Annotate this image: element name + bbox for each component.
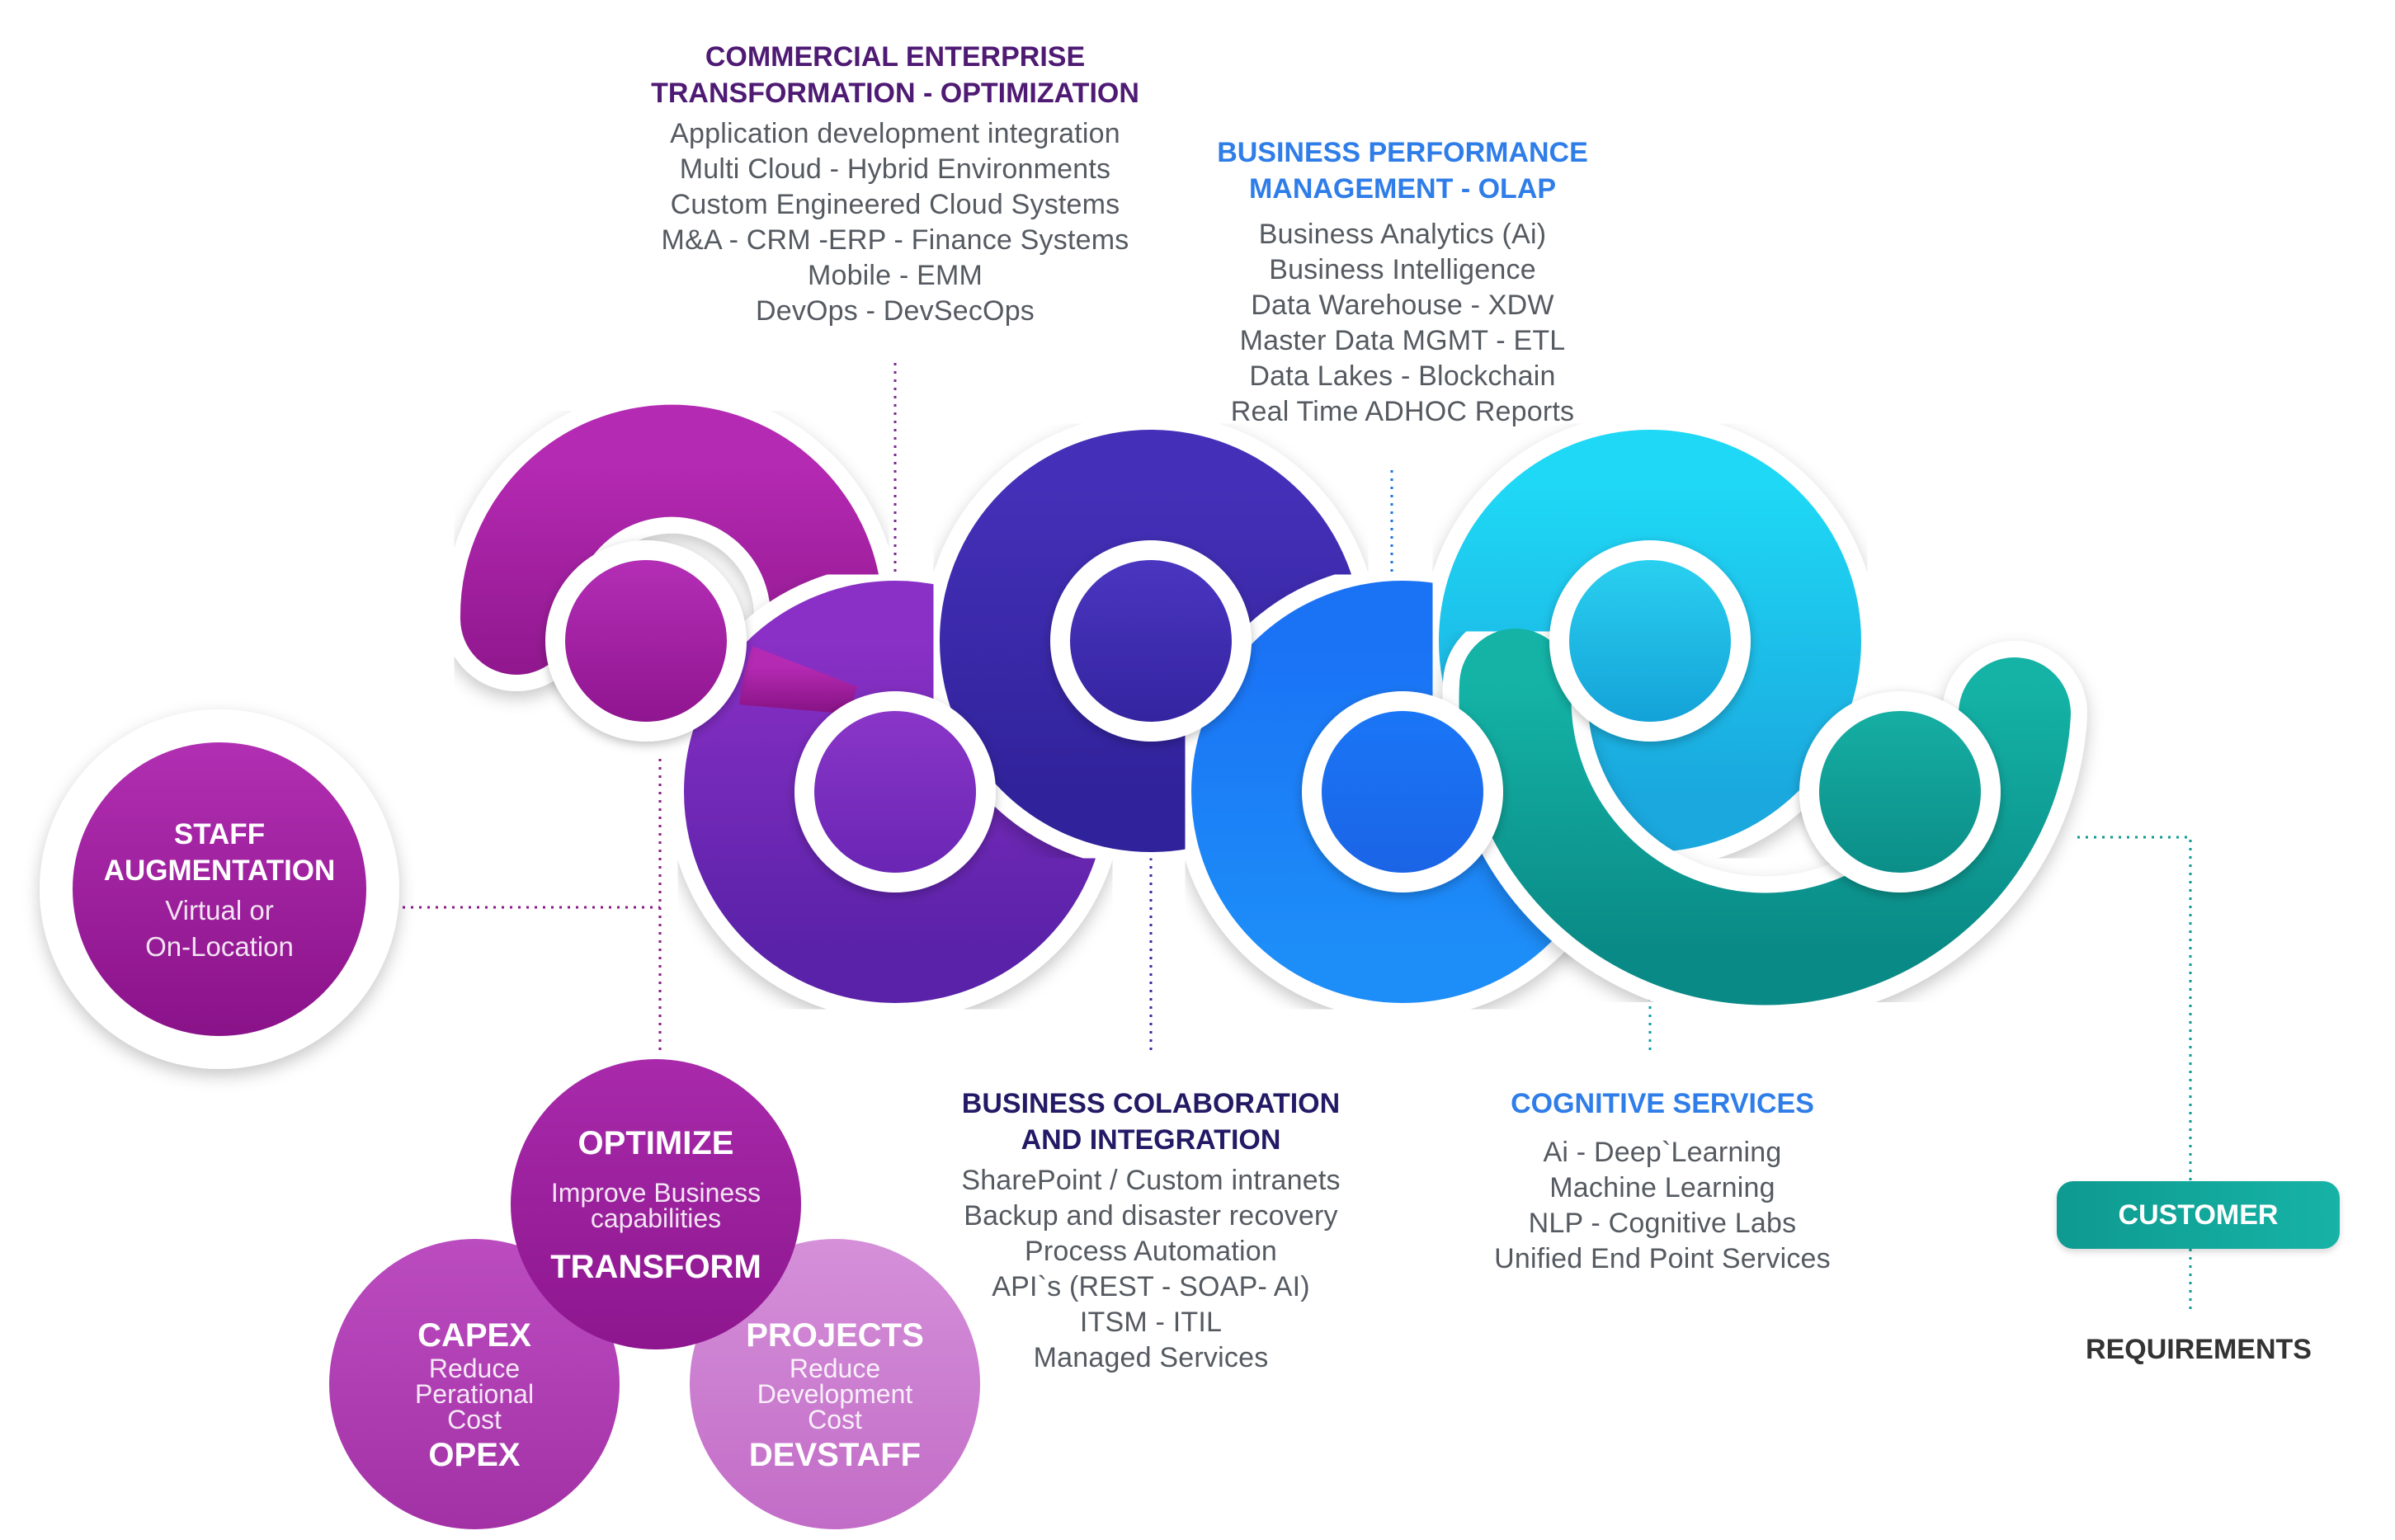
- staff-sub-line: On-Location: [145, 931, 294, 962]
- bpm-items: Business Analytics (Ai) Business Intelli…: [1155, 217, 1650, 430]
- list-item: NLP - Cognitive Labs: [1528, 1208, 1797, 1239]
- list-item: Application development integration: [670, 118, 1120, 149]
- staff-title-line: STAFF: [173, 818, 266, 850]
- connector-customer: [2077, 836, 2192, 1181]
- projects-sub-line: Development: [757, 1379, 913, 1409]
- projects-circle: [690, 1239, 980, 1529]
- cognitive-items: Ai - Deep`Learning Machine Learning NLP …: [1452, 1135, 1873, 1277]
- list-item: Custom Engineered Cloud Systems: [670, 189, 1120, 220]
- capex-top: CAPEX: [417, 1317, 531, 1354]
- list-item: API`s (REST - SOAP- AI): [992, 1271, 1310, 1302]
- collab-items: SharePoint / Custom intranets Backup and…: [908, 1163, 1394, 1376]
- capex-sub-line: Reduce: [428, 1354, 521, 1383]
- list-item: SharePoint / Custom intranets: [961, 1165, 1341, 1196]
- commercial-title-line: COMMERCIAL ENTERPRISE: [705, 41, 1086, 73]
- projects-top: PROJECTS: [746, 1317, 924, 1354]
- list-item: Business Analytics (Ai): [1258, 219, 1547, 250]
- optimize-text: OPTIMIZE Improve Business capabilities T…: [524, 1124, 788, 1286]
- list-item: M&A - CRM -ERP - Finance Systems: [661, 224, 1129, 256]
- list-item: Managed Services: [1033, 1342, 1269, 1373]
- commercial-block: COMMERCIAL ENTERPRISE TRANSFORMATION - O…: [602, 39, 1188, 329]
- commercial-title-line: TRANSFORMATION - OPTIMIZATION: [651, 78, 1139, 109]
- projects-bottom: DEVSTAFF: [748, 1437, 922, 1473]
- bpm-title-line: MANAGEMENT - OLAP: [1248, 173, 1557, 205]
- list-item: Unified End Point Services: [1494, 1243, 1831, 1274]
- list-item: Business Intelligence: [1269, 254, 1536, 285]
- staff-text: STAFF AUGMENTATION Virtual or On-Locatio…: [79, 817, 360, 965]
- list-item: Machine Learning: [1549, 1172, 1775, 1203]
- optimize-cluster: [329, 1059, 980, 1529]
- cognitive-title: COGNITIVE SERVICES: [1511, 1088, 1814, 1119]
- list-item: Data Warehouse - XDW: [1251, 290, 1554, 321]
- inner-discs: [545, 540, 2001, 892]
- list-item: Master Data MGMT - ETL: [1239, 325, 1566, 356]
- list-item: Process Automation: [1025, 1236, 1277, 1267]
- bpm-title: BUSINESS PERFORMANCE MANAGEMENT - OLAP: [1155, 134, 1650, 207]
- collab-title: BUSINESS COLABORATION AND INTEGRATION: [908, 1086, 1394, 1158]
- optimize-top: OPTIMIZE: [578, 1125, 734, 1161]
- capex-text: CAPEX Reduce Perational Cost OPEX: [342, 1316, 606, 1474]
- cognitive-block: COGNITIVE SERVICES Ai - Deep`Learning Ma…: [1452, 1086, 1873, 1277]
- staff-circle: [40, 709, 399, 1069]
- list-item: Data Lakes - Blockchain: [1249, 360, 1556, 392]
- bpm-title-line: BUSINESS PERFORMANCE: [1217, 137, 1588, 168]
- projects-text: PROJECTS Reduce Development Cost DEVSTAF…: [703, 1316, 967, 1474]
- customer-badge: CUSTOMER: [2057, 1181, 2340, 1249]
- list-item: Mobile - EMM: [807, 260, 983, 291]
- capex-sub-line: Perational: [414, 1379, 535, 1409]
- list-item: Real Time ADHOC Reports: [1230, 396, 1575, 427]
- staff-title-line: AUGMENTATION: [103, 855, 336, 887]
- optimize-bottom: TRANSFORM: [550, 1249, 761, 1285]
- requirements-label: REQUIREMENTS: [2086, 1334, 2312, 1365]
- list-item: Multi Cloud - Hybrid Environments: [679, 153, 1111, 185]
- optimize-circle: [511, 1059, 801, 1349]
- capex-sub-line: Cost: [447, 1405, 502, 1434]
- list-item: ITSM - ITIL: [1079, 1307, 1223, 1338]
- list-item: Backup and disaster recovery: [964, 1200, 1338, 1232]
- list-item: DevOps - DevSecOps: [755, 295, 1035, 327]
- list-item: Ai - Deep`Learning: [1543, 1137, 1782, 1168]
- projects-sub-line: Reduce: [789, 1354, 881, 1383]
- optimize-sub-line: capabilities: [590, 1203, 722, 1233]
- capex-circle: [329, 1239, 620, 1529]
- collab-block: BUSINESS COLABORATION AND INTEGRATION Sh…: [908, 1086, 1394, 1376]
- staff-sub-line: Virtual or: [165, 895, 274, 925]
- optimize-sub-line: Improve Business: [550, 1178, 761, 1208]
- collab-title-line: BUSINESS COLABORATION: [961, 1088, 1341, 1119]
- commercial-title: COMMERCIAL ENTERPRISE TRANSFORMATION - O…: [602, 39, 1188, 111]
- capex-bottom: OPEX: [428, 1437, 521, 1473]
- bpm-block: BUSINESS PERFORMANCE MANAGEMENT - OLAP B…: [1155, 134, 1650, 430]
- collab-title-line: AND INTEGRATION: [1021, 1124, 1281, 1156]
- commercial-items: Application development integration Mult…: [602, 116, 1188, 329]
- projects-sub-line: Cost: [808, 1405, 862, 1434]
